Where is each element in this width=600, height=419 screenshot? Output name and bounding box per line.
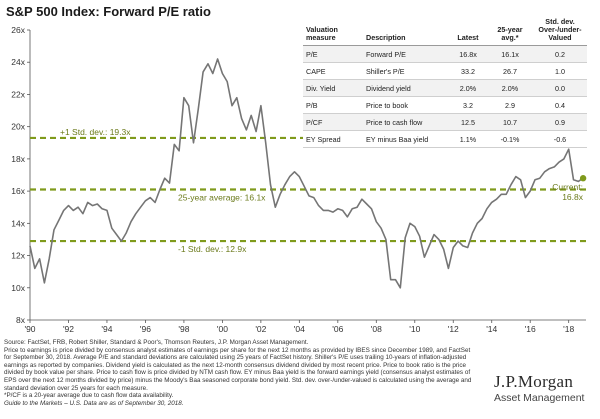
table-cell: 12.5 [449, 113, 487, 131]
y-tick-label: 26x [11, 25, 25, 35]
logo-name: J.P.Morgan [494, 372, 574, 391]
table-cell: Forward P/E [363, 45, 449, 63]
column-header-description: Description [363, 17, 449, 46]
y-tick-label: 20x [11, 122, 25, 132]
table-cell: Shiller's P/E [363, 62, 449, 80]
table-cell: 3.2 [449, 96, 487, 114]
table-cell: Dividend yield [363, 79, 449, 97]
reference-line-label: -1 Std. dev.: 12.9x [178, 244, 247, 254]
table-row: P/CF Price to cash flow 12.5 10.7 0.9 [303, 113, 587, 131]
table-cell: 33.2 [449, 62, 487, 80]
footnote-source: Source: FactSet, FRB, Robert Shiller, St… [4, 339, 309, 346]
current-value-label-line: 16.8x [562, 192, 584, 202]
y-tick-label: 24x [11, 57, 25, 67]
y-tick-label: 14x [11, 218, 25, 228]
footnotes: Source: FactSet, FRB, Robert Shiller, St… [4, 339, 474, 407]
table-header-row: Valuation measure Description Latest 25-… [303, 17, 587, 46]
table-cell: 0.2 [533, 45, 587, 63]
logo-subtitle: Asset Management [494, 392, 585, 404]
current-value-label-line: Current: [552, 182, 583, 192]
table-cell: 1.0 [533, 62, 587, 80]
x-tick-label: '14 [486, 324, 497, 334]
pe-ratio-line [29, 58, 584, 289]
x-tick-label: '90 [24, 324, 35, 334]
x-tick-label: '02 [255, 324, 266, 334]
footnote-guide: Guide to the Markets – U.S. Data are as … [4, 399, 184, 407]
table-cell: 2.0% [449, 79, 487, 97]
y-tick-label: 16x [11, 186, 25, 196]
x-tick-label: '18 [563, 324, 574, 334]
x-tick-label: '92 [63, 324, 74, 334]
jpmorgan-logo: J.P.Morgan Asset Management [494, 372, 598, 404]
column-header-25-year-avg: 25-year avg.* [487, 17, 533, 46]
table-row: Div. Yield Dividend yield 2.0% 2.0% 0.0 [303, 79, 587, 97]
column-header-latest: Latest [449, 17, 487, 46]
table-cell: 2.9 [487, 96, 533, 114]
x-tick-label: '96 [140, 324, 151, 334]
reference-lines [30, 136, 586, 243]
column-header-valuation-measure: Valuation measure [303, 17, 363, 46]
x-axis-tick-labels: '90 '92 '94 '96 '98 '00 '02 '04 '06 '08 '10 '12 '14 '… [24, 324, 574, 334]
x-tick-label: '08 [371, 324, 382, 334]
table-body: P/E Forward P/E 16.8x 16.1x 0.2 CAPE Shiller's… [303, 45, 587, 148]
table-cell: 0.0 [533, 79, 587, 97]
reference-line-label: +1 Std. dev.: 19.3x [60, 127, 131, 137]
x-tick-label: '98 [178, 324, 189, 334]
y-tick-label: 22x [11, 89, 25, 99]
footnote-body: Price to earnings is price divided by co… [4, 346, 472, 392]
x-tick-label: '04 [294, 324, 305, 334]
table-cell: CAPE [303, 62, 363, 80]
series-layer [29, 58, 587, 289]
table-row: CAPE Shiller's P/E 33.2 26.7 1.0 [303, 62, 587, 80]
table-cell: Price to book [363, 96, 449, 114]
y-tick-label: 12x [11, 251, 25, 261]
chart-title: S&P 500 Index: Forward P/E ratio [6, 4, 211, 19]
table-row: P/B Price to book 3.2 2.9 0.4 [303, 96, 587, 114]
table-cell: 0.4 [533, 96, 587, 114]
x-tick-label: '12 [448, 324, 459, 334]
table-cell: 0.9 [533, 113, 587, 131]
table-cell: 2.0% [487, 79, 533, 97]
table-cell: 16.8x [449, 45, 487, 63]
y-tick-label: 10x [11, 283, 25, 293]
table-cell: P/E [303, 45, 363, 63]
y-tick-label: 18x [11, 154, 25, 164]
x-tick-label: '00 [217, 324, 228, 334]
table-row: P/E Forward P/E 16.8x 16.1x 0.2 [303, 45, 587, 63]
valuation-table: Valuation measure Description Latest 25-… [303, 17, 587, 148]
table-cell: Div. Yield [303, 79, 363, 97]
table-cell: EY Spread [303, 130, 363, 148]
x-tick-label: '94 [101, 324, 112, 334]
table-cell: 26.7 [487, 62, 533, 80]
table-cell: 10.7 [487, 113, 533, 131]
x-tick-label: '10 [409, 324, 420, 334]
reference-line-label: 25-year average: 16.1x [178, 193, 266, 203]
table-cell: 1.1% [449, 130, 487, 148]
column-header-std-dev: Std. dev. Over-/under-Valued [533, 17, 587, 46]
y-axis-tick-labels: 8x 10x 12x 14x 16x 18x 20x 22x 24x 26x [11, 25, 25, 325]
table-cell: P/B [303, 96, 363, 114]
current-value-point [579, 175, 587, 182]
current-value-label: Current: 16.8x [552, 182, 583, 202]
footnote-pcf: *P/CF is a 20-year average due to cash f… [4, 392, 174, 400]
chart-axes [27, 29, 586, 323]
table-row: EY Spread EY minus Baa yield 1.1% -0.1% -0.6 [303, 130, 587, 148]
table-cell: P/CF [303, 113, 363, 131]
table-cell: 16.1x [487, 45, 533, 63]
table-cell: -0.1% [487, 130, 533, 148]
x-tick-label: '06 [332, 324, 343, 334]
x-tick-label: '16 [525, 324, 536, 334]
y-tick-label: 8x [16, 315, 26, 325]
table-cell: -0.6 [533, 130, 587, 148]
table-cell: Price to cash flow [363, 113, 449, 131]
annotations: +1 Std. dev.: 19.3x 25-year average: 16.1… [60, 127, 584, 254]
table-cell: EY minus Baa yield [363, 130, 449, 148]
